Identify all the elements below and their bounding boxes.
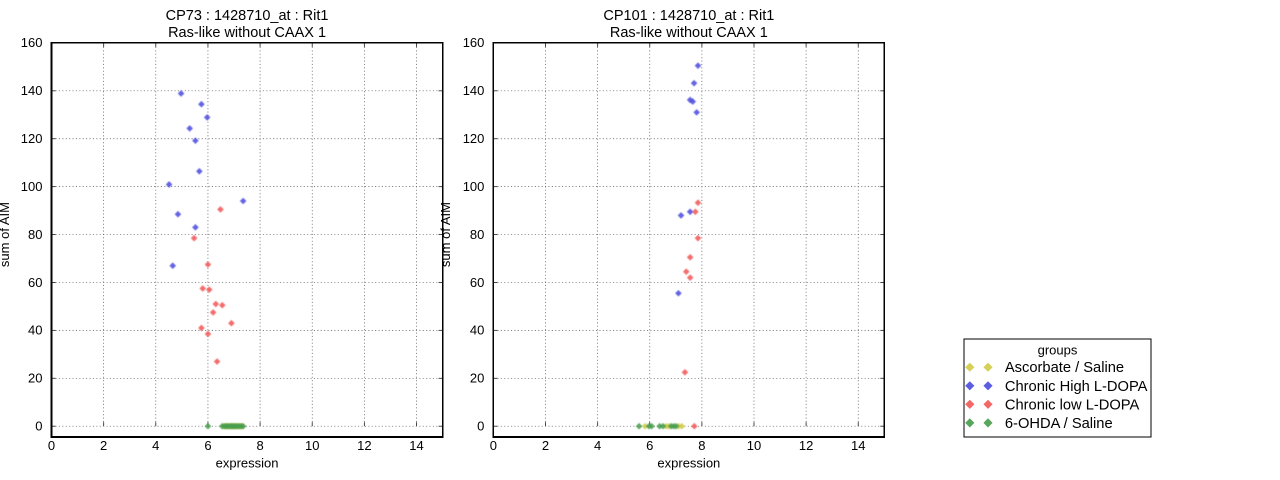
svg-text:sum of AIM: sum of AIM bbox=[0, 202, 12, 267]
svg-text:14: 14 bbox=[409, 438, 423, 453]
svg-text:100: 100 bbox=[21, 179, 43, 194]
svg-text:6-OHDA / Saline: 6-OHDA / Saline bbox=[1005, 416, 1113, 432]
svg-text:60: 60 bbox=[470, 275, 484, 290]
svg-text:0: 0 bbox=[490, 438, 497, 453]
svg-text:0: 0 bbox=[48, 438, 55, 453]
svg-text:CP101 : 1428710_at : Rit1: CP101 : 1428710_at : Rit1 bbox=[603, 8, 774, 24]
svg-text:0: 0 bbox=[477, 419, 484, 434]
svg-text:4: 4 bbox=[152, 438, 159, 453]
svg-text:sum of AIM: sum of AIM bbox=[438, 202, 453, 267]
svg-text:6: 6 bbox=[646, 438, 653, 453]
svg-text:140: 140 bbox=[21, 83, 43, 98]
svg-text:2: 2 bbox=[542, 438, 549, 453]
svg-text:80: 80 bbox=[470, 227, 484, 242]
svg-text:60: 60 bbox=[28, 275, 42, 290]
svg-text:40: 40 bbox=[28, 323, 42, 338]
svg-text:Chronic High L-DOPA: Chronic High L-DOPA bbox=[1005, 379, 1148, 395]
svg-text:4: 4 bbox=[594, 438, 601, 453]
svg-text:120: 120 bbox=[21, 131, 43, 146]
svg-text:Ras-like without CAAX 1: Ras-like without CAAX 1 bbox=[168, 25, 326, 41]
svg-text:120: 120 bbox=[463, 131, 485, 146]
svg-text:8: 8 bbox=[698, 438, 705, 453]
svg-text:10: 10 bbox=[747, 438, 761, 453]
svg-text:expression: expression bbox=[216, 456, 279, 471]
svg-text:0: 0 bbox=[35, 419, 42, 434]
svg-text:140: 140 bbox=[463, 83, 485, 98]
svg-text:expression: expression bbox=[657, 456, 720, 471]
svg-text:20: 20 bbox=[470, 371, 484, 386]
svg-text:Ras-like without CAAX 1: Ras-like without CAAX 1 bbox=[610, 25, 768, 41]
svg-text:80: 80 bbox=[28, 227, 42, 242]
svg-text:6: 6 bbox=[204, 438, 211, 453]
svg-text:12: 12 bbox=[357, 438, 371, 453]
svg-text:CP73 : 1428710_at : Rit1: CP73 : 1428710_at : Rit1 bbox=[166, 8, 329, 24]
svg-text:12: 12 bbox=[799, 438, 813, 453]
svg-text:40: 40 bbox=[470, 323, 484, 338]
svg-text:160: 160 bbox=[21, 35, 43, 50]
svg-text:10: 10 bbox=[305, 438, 319, 453]
svg-text:2: 2 bbox=[100, 438, 107, 453]
svg-text:20: 20 bbox=[28, 371, 42, 386]
svg-text:Ascorbate / Saline: Ascorbate / Saline bbox=[1005, 360, 1124, 376]
svg-text:8: 8 bbox=[256, 438, 263, 453]
svg-text:Chronic low L-DOPA: Chronic low L-DOPA bbox=[1005, 397, 1140, 413]
svg-text:groups: groups bbox=[1038, 343, 1078, 358]
svg-text:14: 14 bbox=[851, 438, 865, 453]
svg-text:160: 160 bbox=[463, 35, 485, 50]
svg-text:100: 100 bbox=[463, 179, 485, 194]
